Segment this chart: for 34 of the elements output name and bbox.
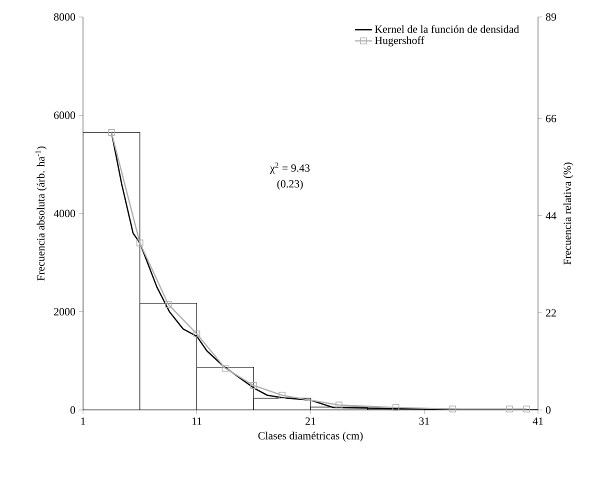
point (108, 129, 115, 136)
x-tick-label: 21 (306, 418, 316, 425)
x-tick-label: 11 (192, 418, 202, 425)
x-tick-label: 31 (419, 418, 430, 425)
point (392, 404, 400, 411)
y2-tick-label: 66 (546, 114, 556, 122)
annotation: χ$^{2}$ = 9.43 (270, 162, 310, 174)
y-tick-label: 2000 (54, 308, 76, 316)
legend-label: Kernel de la función de densidad (374, 25, 520, 33)
y2-tick-label: 44 (546, 212, 556, 220)
y-tick-label: 8000 (54, 13, 76, 21)
legend-label: Hugershoff (374, 36, 424, 46)
point (193, 330, 200, 338)
x-tick-label: 41 (532, 418, 543, 425)
point (506, 406, 513, 412)
y-axis-title: Frecuencia absoluta (árb. ha$^{-1}$) (35, 146, 47, 281)
point (278, 392, 286, 399)
point (164, 300, 172, 308)
y-tick-label: 6000 (54, 112, 76, 119)
annotation: (0.23) (277, 180, 303, 190)
point (449, 406, 456, 412)
point (336, 402, 342, 408)
y2-tick-label: 0 (546, 406, 551, 414)
x-axis-title: Clases diamétricas (cm) (258, 432, 363, 442)
y2-tick-label: 89 (546, 13, 556, 21)
point (222, 364, 229, 372)
x-tick-label: 1 (81, 418, 86, 425)
y2-tick-label: 22 (546, 309, 556, 316)
point (136, 240, 144, 246)
point (250, 382, 258, 389)
y2-axis-title: Frecuencia relativa (%) (563, 162, 574, 265)
y-tick-label: 0 (70, 406, 76, 414)
point (523, 406, 530, 412)
y-tick-label: 4000 (54, 210, 76, 218)
